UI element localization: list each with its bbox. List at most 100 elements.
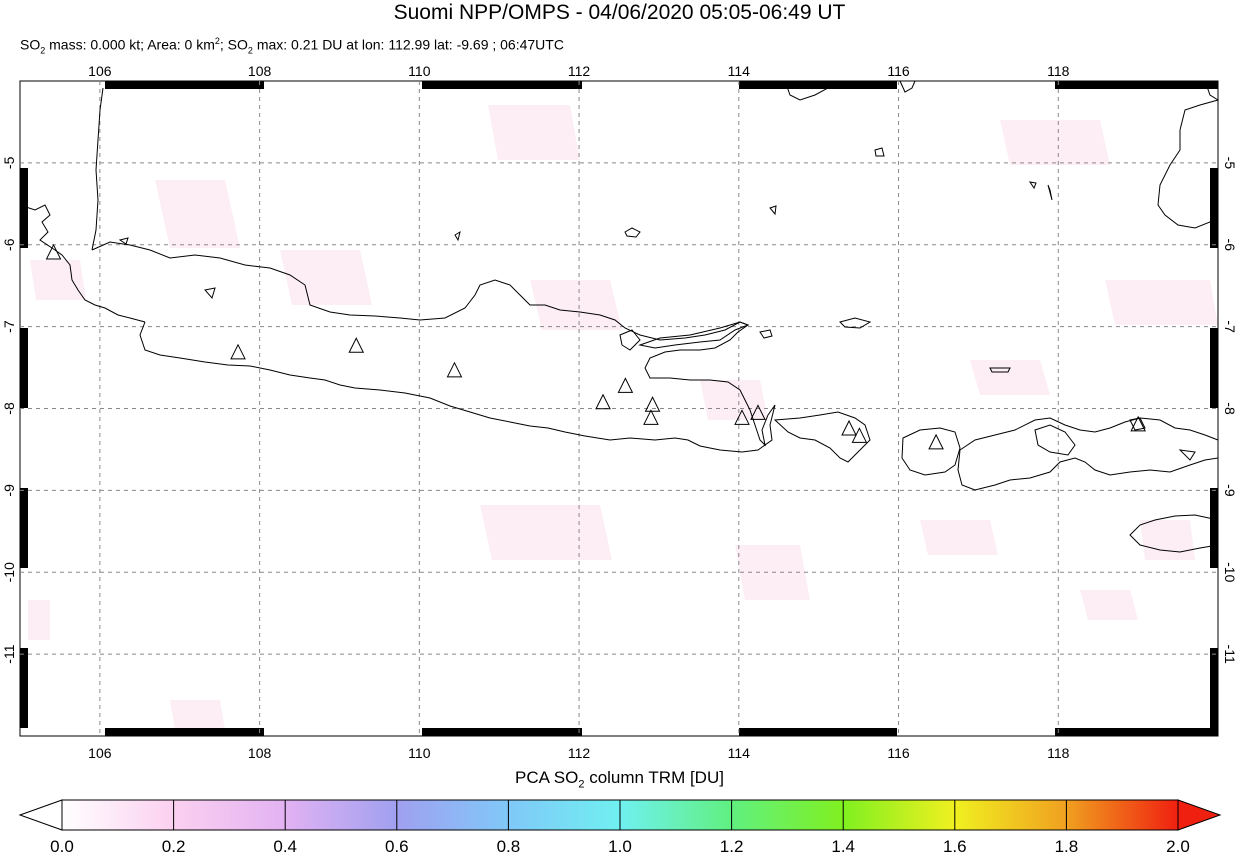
colorbar-title: PCA SO2 column TRM [DU] (515, 768, 724, 791)
islet-7 (118, 237, 129, 245)
lon-label: 116 (887, 63, 910, 79)
colorbar-tick-label: 2.0 (1166, 837, 1190, 855)
lon-label: 114 (728, 63, 751, 79)
volcano-triangle-icon (595, 393, 611, 410)
lat-label: -8 (1, 402, 17, 415)
volcano-markers (45, 243, 1146, 450)
sulawesi-coast (1157, 99, 1219, 229)
volcano-triangle-icon (617, 377, 634, 393)
colorbar-ticks: 0.0 0.2 0.4 0.6 0.8 1.0 1.2 1.4 1.6 1.8 2.0 (50, 800, 1190, 855)
islet-1 (759, 329, 773, 339)
lombok-coast (901, 427, 961, 476)
lat-labels-left: -5 -6 -7 -8 -9 -10 -11 (1, 156, 17, 663)
lat-label: -11 (1, 644, 17, 663)
lat-labels-right: -5 -6 -7 -8 -9 -10 -11 (1222, 157, 1238, 664)
colorbar-tick-label: 1.2 (720, 837, 744, 855)
volcano-triangle-icon (446, 361, 463, 378)
so2-mass-area: mass: 0.000 kt; Area: 0 km (45, 36, 215, 53)
islet-10 (1178, 449, 1196, 461)
map-title: Suomi NPP/OMPS - 04/06/2020 05:05-06:49 … (393, 1, 846, 24)
volcano-triangle-icon (230, 343, 246, 360)
colorbar-tick-label: 1.8 (1055, 837, 1079, 855)
sumba-coast (1129, 514, 1219, 553)
lat-label: -9 (1222, 484, 1238, 497)
lon-label: 110 (408, 745, 431, 761)
volcano-triangle-icon (928, 433, 944, 450)
superscript-2: 2 (214, 36, 220, 46)
sulawesi-tip (1204, 80, 1219, 101)
so2-max: max: 0.21 DU at lon: 112.99 lat: -9.69 ;… (252, 36, 564, 53)
volcano-triangle-icon (644, 396, 661, 412)
graticule (20, 81, 1218, 736)
volcano-triangle-icon (1130, 415, 1146, 432)
islet-2 (874, 147, 885, 157)
lat-label: -6 (1222, 239, 1238, 252)
lat-label: -7 (1222, 320, 1238, 333)
subscript-2: 2 (40, 45, 46, 56)
lon-label: 106 (88, 745, 112, 761)
lat-label: -11 (1222, 645, 1238, 664)
sumatra-coast (19, 204, 146, 323)
volcano-triangle-icon (734, 409, 750, 425)
sumbawa-south (957, 449, 1219, 491)
volcano-triangle-icon (348, 337, 365, 353)
lat-label: -5 (1, 156, 17, 169)
sumatra-east-coast (91, 87, 104, 251)
volcano-triangle-icon (841, 419, 857, 436)
islet-8 (989, 367, 1011, 373)
islet-4 (1028, 181, 1037, 190)
karimunjawa (624, 227, 641, 238)
lat-label: -10 (1, 562, 17, 582)
bawean (454, 230, 461, 242)
colorbar-tick-label: 0.8 (497, 837, 521, 855)
lon-label: 116 (887, 745, 910, 761)
area-suffix: ; SO (219, 36, 248, 53)
lon-label: 106 (88, 63, 112, 79)
islet-3 (769, 205, 777, 216)
madura-coast (638, 321, 750, 349)
lat-label: -8 (1222, 402, 1238, 415)
colorbar-tick-label: 1.0 (608, 837, 632, 855)
volcano-triangle-icon (643, 409, 659, 425)
volcano-triangle-icon (45, 243, 62, 260)
lon-label: 114 (728, 745, 751, 761)
islet-6 (204, 287, 216, 300)
so2-label: SO (20, 36, 41, 53)
sumbawa-coast (959, 417, 1219, 451)
colorbar-tick-label: 0.2 (162, 837, 186, 855)
lat-label: -10 (1222, 562, 1238, 582)
so2-swath-background (28, 105, 1218, 730)
lat-label: -7 (1, 320, 17, 333)
surabaya-strait (619, 329, 641, 351)
lon-labels-top: 106 108 110 112 114 116 118 (88, 63, 1069, 79)
lon-label: 118 (1047, 745, 1070, 761)
sumbawa-inner (1034, 424, 1076, 456)
colorbar-tick-label: 0.4 (273, 837, 297, 855)
kangean (839, 317, 872, 329)
lat-label: -6 (1, 238, 17, 251)
frame-scale-bars (20, 81, 1218, 736)
coastlines (19, 80, 1219, 553)
lon-label: 118 (1047, 63, 1070, 79)
bali-coast (773, 411, 871, 463)
lon-label: 110 (408, 63, 431, 79)
colorbar-tick-label: 0.6 (385, 837, 409, 855)
colorbar-tick-label: 1.4 (831, 837, 855, 855)
volcano-triangle-icon (851, 427, 868, 443)
lon-label: 108 (248, 745, 272, 761)
so2-summary: SO2 mass: 0.000 kt; Area: 0 km2; SO2 max… (20, 36, 564, 55)
colorbar-tick-label: 1.6 (943, 837, 967, 855)
lon-label: 112 (568, 63, 591, 79)
kalimantan-east (899, 80, 916, 93)
volcano-triangle-icon (750, 404, 766, 420)
lon-label: 108 (248, 63, 272, 79)
colorbar-arrow-right (1177, 799, 1222, 831)
subscript-2b: 2 (247, 45, 253, 56)
lon-labels-bottom: 106 108 110 112 114 116 118 (88, 745, 1069, 761)
java-coast (91, 241, 776, 453)
lat-label: -5 (1222, 157, 1238, 170)
lat-label: -9 (1, 484, 17, 497)
colorbar-arrow-left (18, 799, 63, 831)
kalimantan-coast (784, 80, 841, 101)
